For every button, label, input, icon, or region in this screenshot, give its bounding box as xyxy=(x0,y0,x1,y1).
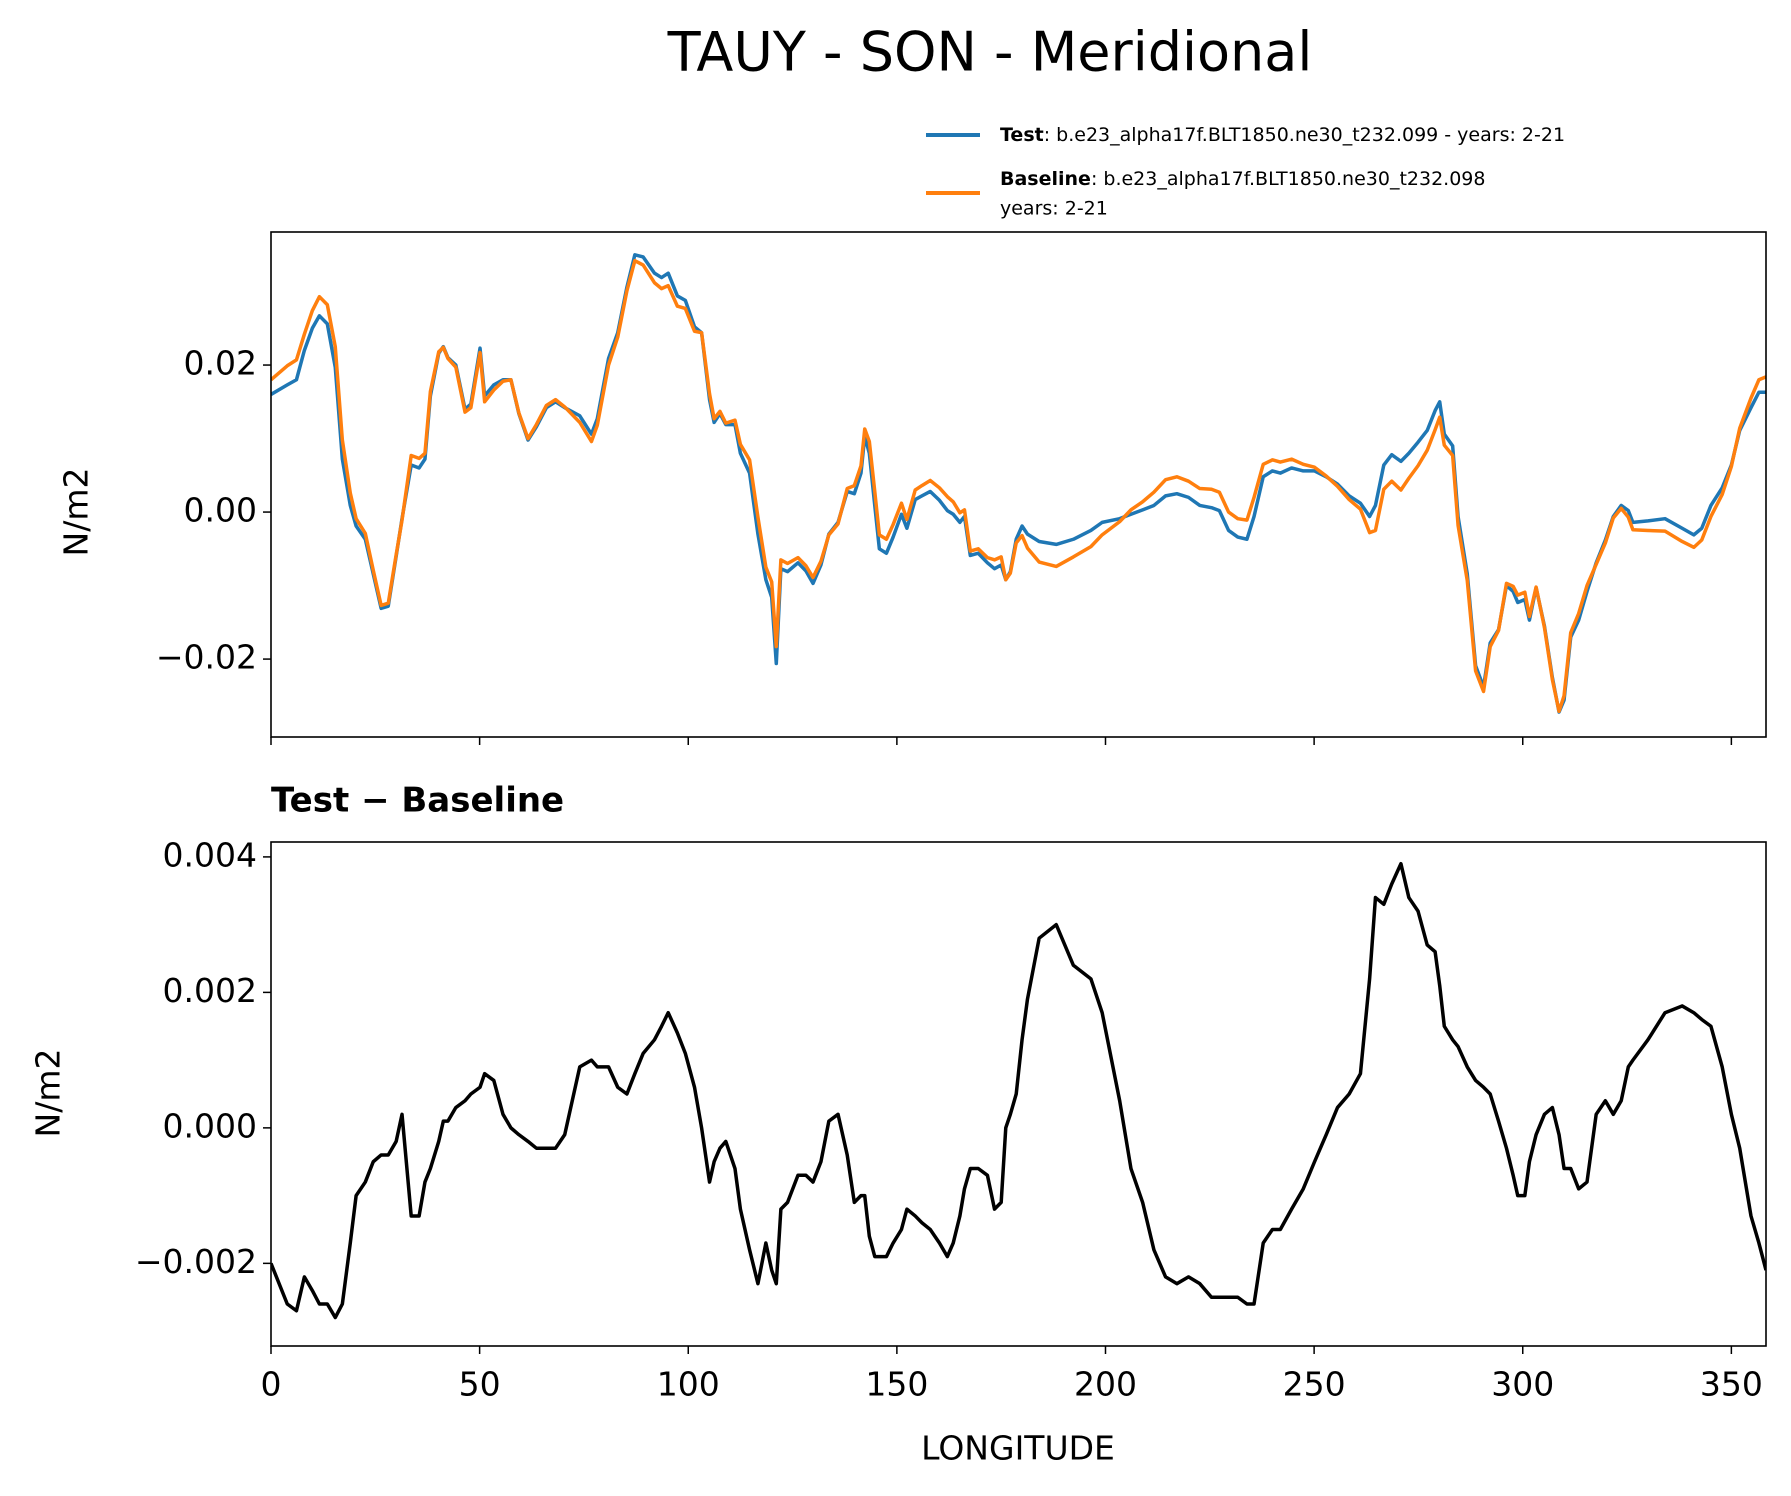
legend-entry: Baseline: b.e23_alpha17f.BLT1850.ne30_t2… xyxy=(1000,168,1485,190)
legend-description: : b.e23_alpha17f.BLT1850.ne30_t232.098 xyxy=(1091,168,1486,190)
data-line xyxy=(271,253,1766,714)
y-tick-label: 0.000 xyxy=(163,1106,257,1145)
plot-frame xyxy=(270,841,1767,1347)
x-tick-label: 0 xyxy=(261,1365,282,1404)
chart-title: TAUY - SON - Meridional xyxy=(667,21,1313,84)
y-tick-label: −0.002 xyxy=(135,1242,257,1281)
y-tick-label: −0.02 xyxy=(156,638,257,677)
y-tick-label: 0.002 xyxy=(163,971,257,1010)
x-axis-label: LONGITUDE xyxy=(921,1429,1115,1468)
legend-name: Baseline xyxy=(1000,168,1091,190)
data-line xyxy=(271,258,1766,714)
x-tick-label: 300 xyxy=(1491,1365,1554,1404)
legend-name: Test xyxy=(1000,124,1044,146)
y-tick-label: 0.00 xyxy=(184,491,257,530)
plot-frame xyxy=(270,231,1767,738)
x-tick-label: 150 xyxy=(865,1365,928,1404)
y-axis-label: N/m2 xyxy=(29,1049,68,1138)
y-tick-label: 0.004 xyxy=(163,835,257,874)
subplot-title: Test − Baseline xyxy=(271,781,564,821)
y-axis-label: N/m2 xyxy=(57,468,96,557)
legend-description: : b.e23_alpha17f.BLT1850.ne30_t232.099 -… xyxy=(1044,124,1565,146)
x-tick-label: 250 xyxy=(1283,1365,1346,1404)
legend: Test: b.e23_alpha17f.BLT1850.ne30_t232.0… xyxy=(926,124,1565,220)
legend-entry: Test: b.e23_alpha17f.BLT1850.ne30_t232.0… xyxy=(1000,124,1565,146)
x-tick-label: 100 xyxy=(657,1365,720,1404)
legend-description: years: 2-21 xyxy=(1000,198,1108,220)
x-tick-label: 50 xyxy=(459,1365,501,1404)
data-line xyxy=(271,861,1766,1320)
x-tick-label: 200 xyxy=(1074,1365,1137,1404)
x-tick-label: 350 xyxy=(1700,1365,1763,1404)
y-tick-label: 0.02 xyxy=(184,344,257,383)
